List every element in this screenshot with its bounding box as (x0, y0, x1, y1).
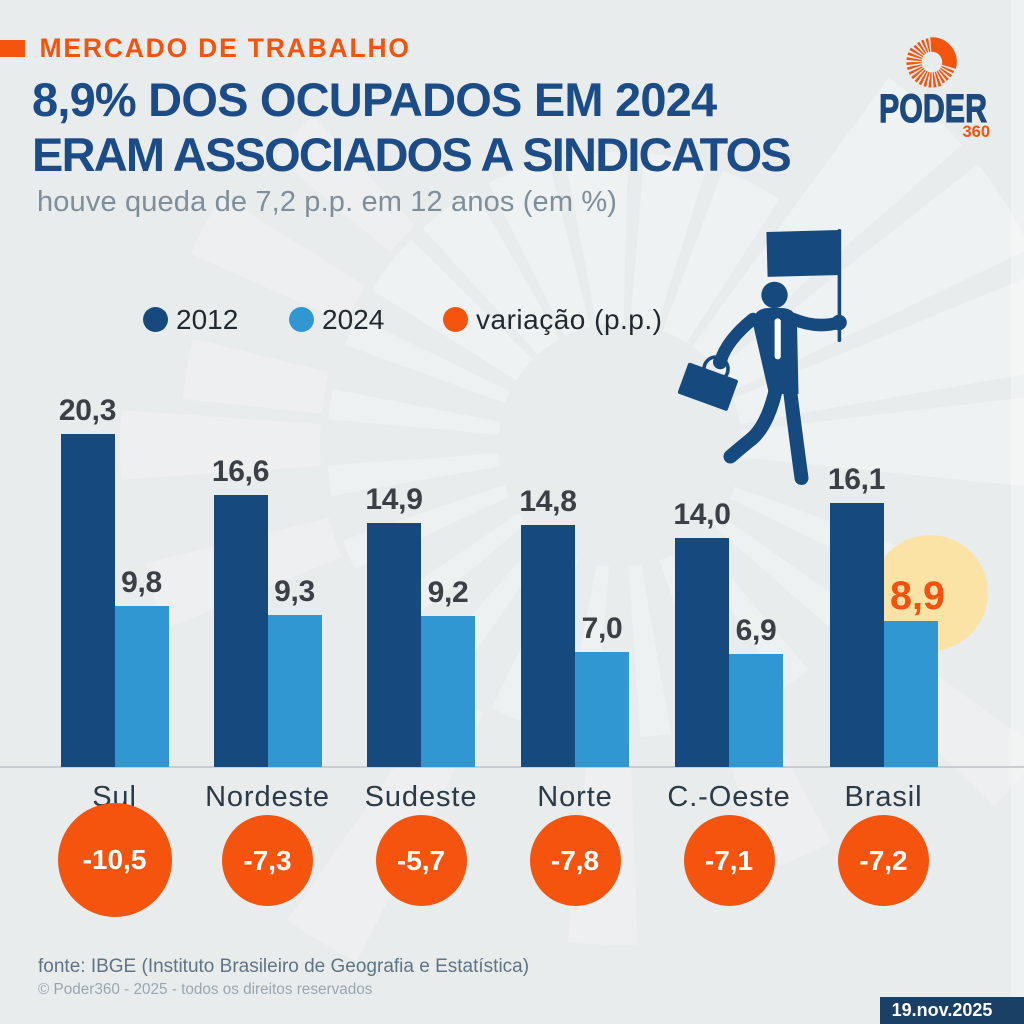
svg-text:PODER: PODER (879, 87, 987, 131)
svg-text:360: 360 (962, 123, 990, 141)
